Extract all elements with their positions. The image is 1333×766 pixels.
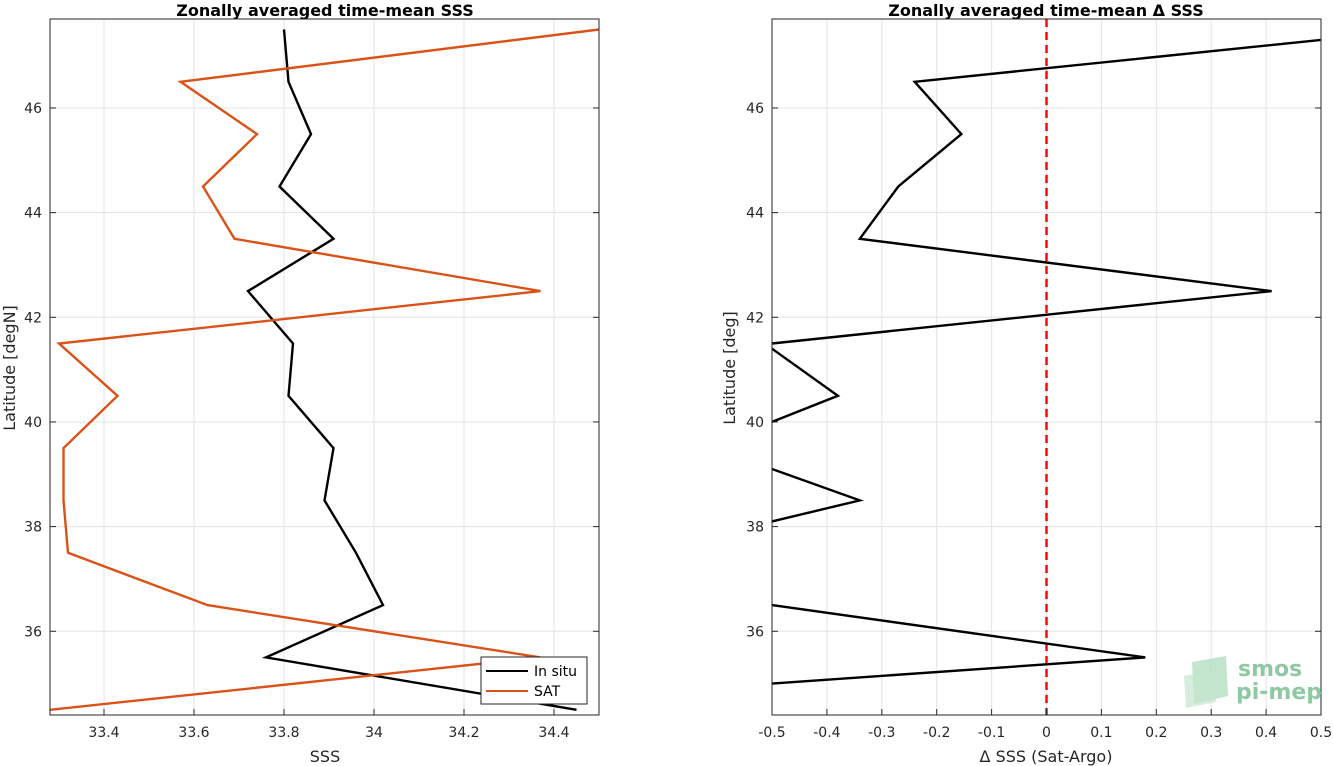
sss-x-axis-label: SSS bbox=[310, 747, 340, 766]
x-tick-label: -0.4 bbox=[813, 725, 840, 741]
y-tick-label: 42 bbox=[746, 310, 764, 326]
delta-sss-series-line bbox=[771, 603, 1146, 685]
legend-sat-label: SAT bbox=[534, 684, 561, 700]
x-tick-label: 34.4 bbox=[538, 725, 569, 741]
y-tick-label: 42 bbox=[24, 310, 42, 326]
x-tick-label: 0.3 bbox=[1200, 725, 1222, 741]
y-tick-label: 46 bbox=[746, 101, 764, 117]
x-tick-label: 33.8 bbox=[268, 725, 299, 741]
y-tick-label: 44 bbox=[746, 206, 764, 222]
x-tick-label: 33.6 bbox=[178, 725, 209, 741]
y-tick-label: 36 bbox=[24, 624, 42, 640]
y-tick-label: 40 bbox=[746, 415, 764, 431]
y-tick-label: 40 bbox=[24, 415, 42, 431]
x-tick-label: 0.1 bbox=[1090, 725, 1112, 741]
delta-sss-series-line bbox=[771, 38, 1322, 345]
sss-y-axis-label: Latitude [degN] bbox=[0, 305, 19, 431]
delta-sss-y-axis-label: Latitude [deg] bbox=[720, 311, 739, 425]
x-tick-label: 0.4 bbox=[1255, 725, 1277, 741]
y-tick-label: 38 bbox=[24, 520, 42, 536]
sss-axes-frame bbox=[49, 18, 600, 716]
x-tick-label: 34 bbox=[365, 725, 383, 741]
legend-box bbox=[480, 656, 588, 705]
y-tick-label: 46 bbox=[24, 101, 42, 117]
y-tick-label: 38 bbox=[746, 520, 764, 536]
y-tick-label: 44 bbox=[24, 206, 42, 222]
y-tick-label: 36 bbox=[746, 624, 764, 640]
delta-sss-series-line bbox=[771, 467, 865, 523]
x-tick-label: -0.3 bbox=[868, 725, 895, 741]
logo-text-pi-mep: pi-mep bbox=[1236, 680, 1322, 705]
sat-series-line bbox=[49, 28, 600, 711]
logo-mark-shadow-icon bbox=[1184, 670, 1216, 708]
smos-pi-mep-logo: smos pi-mep bbox=[1184, 656, 1322, 708]
x-tick-label: 0 bbox=[1042, 725, 1051, 741]
sss-panel: Zonally averaged time-mean SSS 33.4 33.6 3… bbox=[0, 1, 600, 766]
x-tick-label: -0.1 bbox=[978, 725, 1005, 741]
delta-sss-x-axis-label: Δ SSS (Sat-Argo) bbox=[980, 747, 1113, 766]
x-tick-label: -0.5 bbox=[758, 725, 785, 741]
delta-sss-panel: Zonally averaged time-mean Δ SSS -0.5 -0.… bbox=[720, 1, 1332, 766]
x-tick-label: 34.2 bbox=[448, 725, 479, 741]
legend-in-situ-label: In situ bbox=[534, 664, 577, 680]
delta-sss-panel-title: Zonally averaged time-mean Δ SSS bbox=[888, 1, 1204, 20]
sss-panel-title: Zonally averaged time-mean SSS bbox=[176, 1, 474, 20]
in-situ-series-line bbox=[246, 29, 577, 711]
logo-text-smos: smos bbox=[1238, 657, 1302, 682]
x-tick-label: 0.2 bbox=[1145, 725, 1167, 741]
x-tick-label: 33.4 bbox=[88, 725, 119, 741]
x-tick-label: 0.5 bbox=[1310, 725, 1332, 741]
legend: In situ SAT bbox=[480, 656, 588, 705]
delta-sss-series-line bbox=[771, 347, 841, 424]
x-tick-label: -0.2 bbox=[923, 725, 950, 741]
